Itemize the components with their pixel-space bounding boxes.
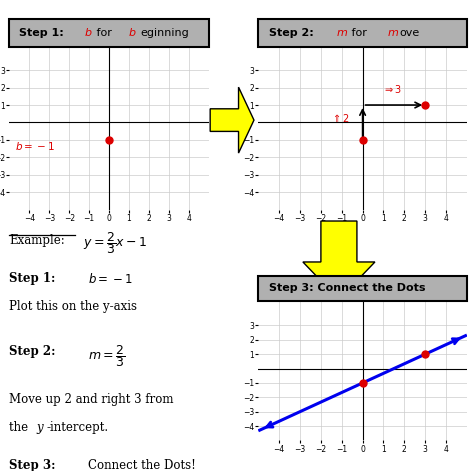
Text: Step 2:: Step 2:: [269, 28, 313, 38]
Text: Step 1:: Step 1:: [19, 28, 64, 38]
Text: the: the: [9, 421, 32, 434]
Text: -intercept.: -intercept.: [46, 421, 109, 434]
Text: Step 3:: Step 3:: [9, 459, 56, 471]
FancyBboxPatch shape: [258, 19, 467, 47]
Text: Step 2:: Step 2:: [9, 345, 56, 358]
Text: $\Rightarrow 3$: $\Rightarrow 3$: [383, 83, 403, 95]
Text: b: b: [84, 28, 91, 38]
Text: $b = -1$: $b = -1$: [88, 272, 132, 285]
FancyBboxPatch shape: [9, 19, 209, 47]
Text: $b = -1$: $b = -1$: [16, 140, 55, 152]
Text: $y = \dfrac{2}{3}x - 1$: $y = \dfrac{2}{3}x - 1$: [83, 230, 147, 256]
Text: b: b: [129, 28, 136, 38]
Text: Step 3: Connect the Dots: Step 3: Connect the Dots: [269, 284, 425, 293]
Polygon shape: [210, 87, 254, 153]
Text: 5: 5: [360, 18, 365, 27]
Text: for: for: [93, 28, 116, 38]
Text: $m = \dfrac{2}{3}$: $m = \dfrac{2}{3}$: [88, 342, 125, 368]
Text: $\Uparrow 2$: $\Uparrow 2$: [331, 113, 350, 124]
Polygon shape: [303, 221, 375, 300]
Text: Plot this on the y-axis: Plot this on the y-axis: [9, 300, 137, 313]
Text: 5: 5: [106, 18, 112, 27]
Text: m: m: [388, 28, 399, 38]
Text: y: y: [36, 421, 43, 434]
Text: Example:: Example:: [9, 234, 65, 247]
Text: eginning: eginning: [140, 28, 189, 38]
Text: Step 1:: Step 1:: [9, 272, 56, 284]
FancyBboxPatch shape: [258, 276, 467, 301]
Text: ove: ove: [399, 28, 419, 38]
Text: m: m: [337, 28, 347, 38]
Text: Connect the Dots!: Connect the Dots!: [88, 459, 196, 471]
Text: Move up 2 and right 3 from: Move up 2 and right 3 from: [9, 393, 174, 406]
Text: for: for: [348, 28, 370, 38]
